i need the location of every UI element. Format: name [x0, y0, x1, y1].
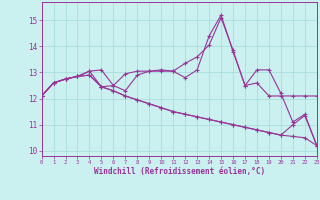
X-axis label: Windchill (Refroidissement éolien,°C): Windchill (Refroidissement éolien,°C)	[94, 167, 265, 176]
